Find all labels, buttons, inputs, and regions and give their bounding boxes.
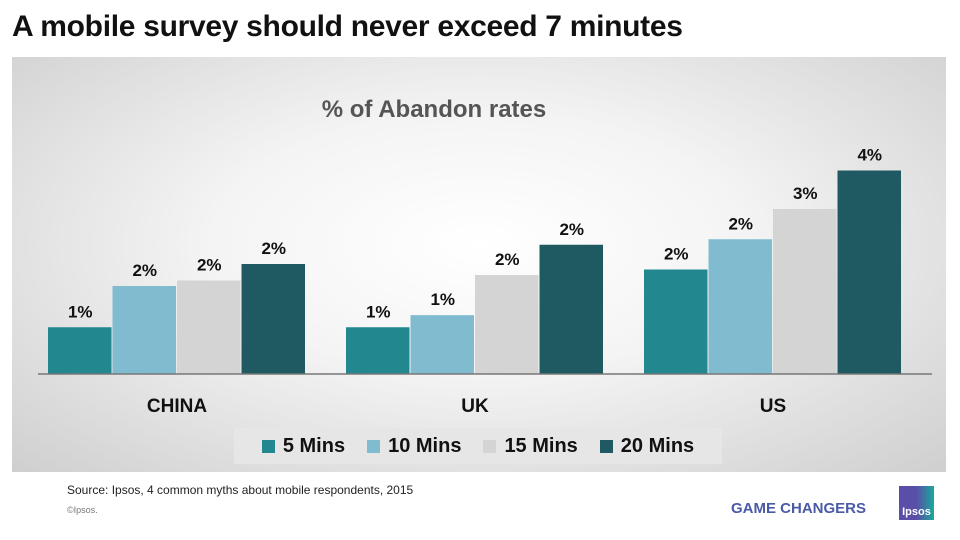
bar-uk-5-mins (346, 327, 410, 374)
data-label: 2% (495, 250, 520, 269)
data-label: 1% (430, 290, 455, 309)
bar-uk-15-mins (475, 275, 539, 374)
tagline: GAME CHANGERS (731, 500, 867, 517)
bar-china-10-mins (112, 286, 176, 374)
bar-china-15-mins (177, 280, 241, 374)
bar-us-15-mins (773, 209, 837, 374)
bar-us-5-mins (644, 269, 708, 374)
legend-swatch (599, 439, 613, 453)
data-label: 2% (197, 256, 222, 275)
legend-swatch (261, 439, 275, 453)
source-note: Source: Ipsos, 4 common myths about mobi… (67, 483, 414, 497)
data-label: 2% (261, 239, 286, 258)
bar-uk-10-mins (410, 315, 474, 374)
legend-item: 15 Mins (483, 434, 578, 458)
slide-title: A mobile survey should never exceed 7 mi… (12, 10, 683, 43)
data-label: 2% (132, 261, 157, 280)
data-label: 4% (857, 146, 882, 165)
category-label: US (760, 396, 786, 417)
bar-china-5-mins (48, 327, 112, 374)
bar-us-20-mins (837, 170, 901, 374)
bar-uk-20-mins (539, 244, 603, 374)
legend-label: 15 Mins (504, 434, 578, 457)
data-label: 1% (366, 302, 391, 321)
copyright: ©Ipsos. (67, 505, 98, 515)
bar-china-20-mins (241, 264, 305, 374)
category-label: UK (461, 396, 489, 417)
data-label: 3% (793, 184, 818, 203)
data-label: 1% (68, 302, 93, 321)
data-label: 2% (559, 220, 584, 239)
data-label: 2% (664, 245, 689, 264)
legend-swatch (367, 439, 381, 453)
legend-label: 20 Mins (620, 434, 695, 457)
bar-us-10-mins (708, 239, 772, 374)
data-label: 2% (728, 214, 753, 233)
legend-item: 20 Mins (599, 434, 695, 458)
category-label: CHINA (147, 396, 207, 417)
chart-title: % of Abandon rates (321, 96, 547, 123)
logo-text: Ipsos (902, 506, 931, 518)
legend: 5 Mins 10 Mins 15 Mins 20 Mins (234, 428, 722, 464)
legend-label: 5 Mins (282, 434, 346, 457)
legend-item: 5 Mins (261, 434, 346, 458)
ipsos-logo: Ipsos (899, 486, 934, 520)
legend-label: 10 Mins (388, 434, 462, 457)
legend-swatch (483, 439, 497, 453)
legend-item: 10 Mins (367, 435, 461, 458)
